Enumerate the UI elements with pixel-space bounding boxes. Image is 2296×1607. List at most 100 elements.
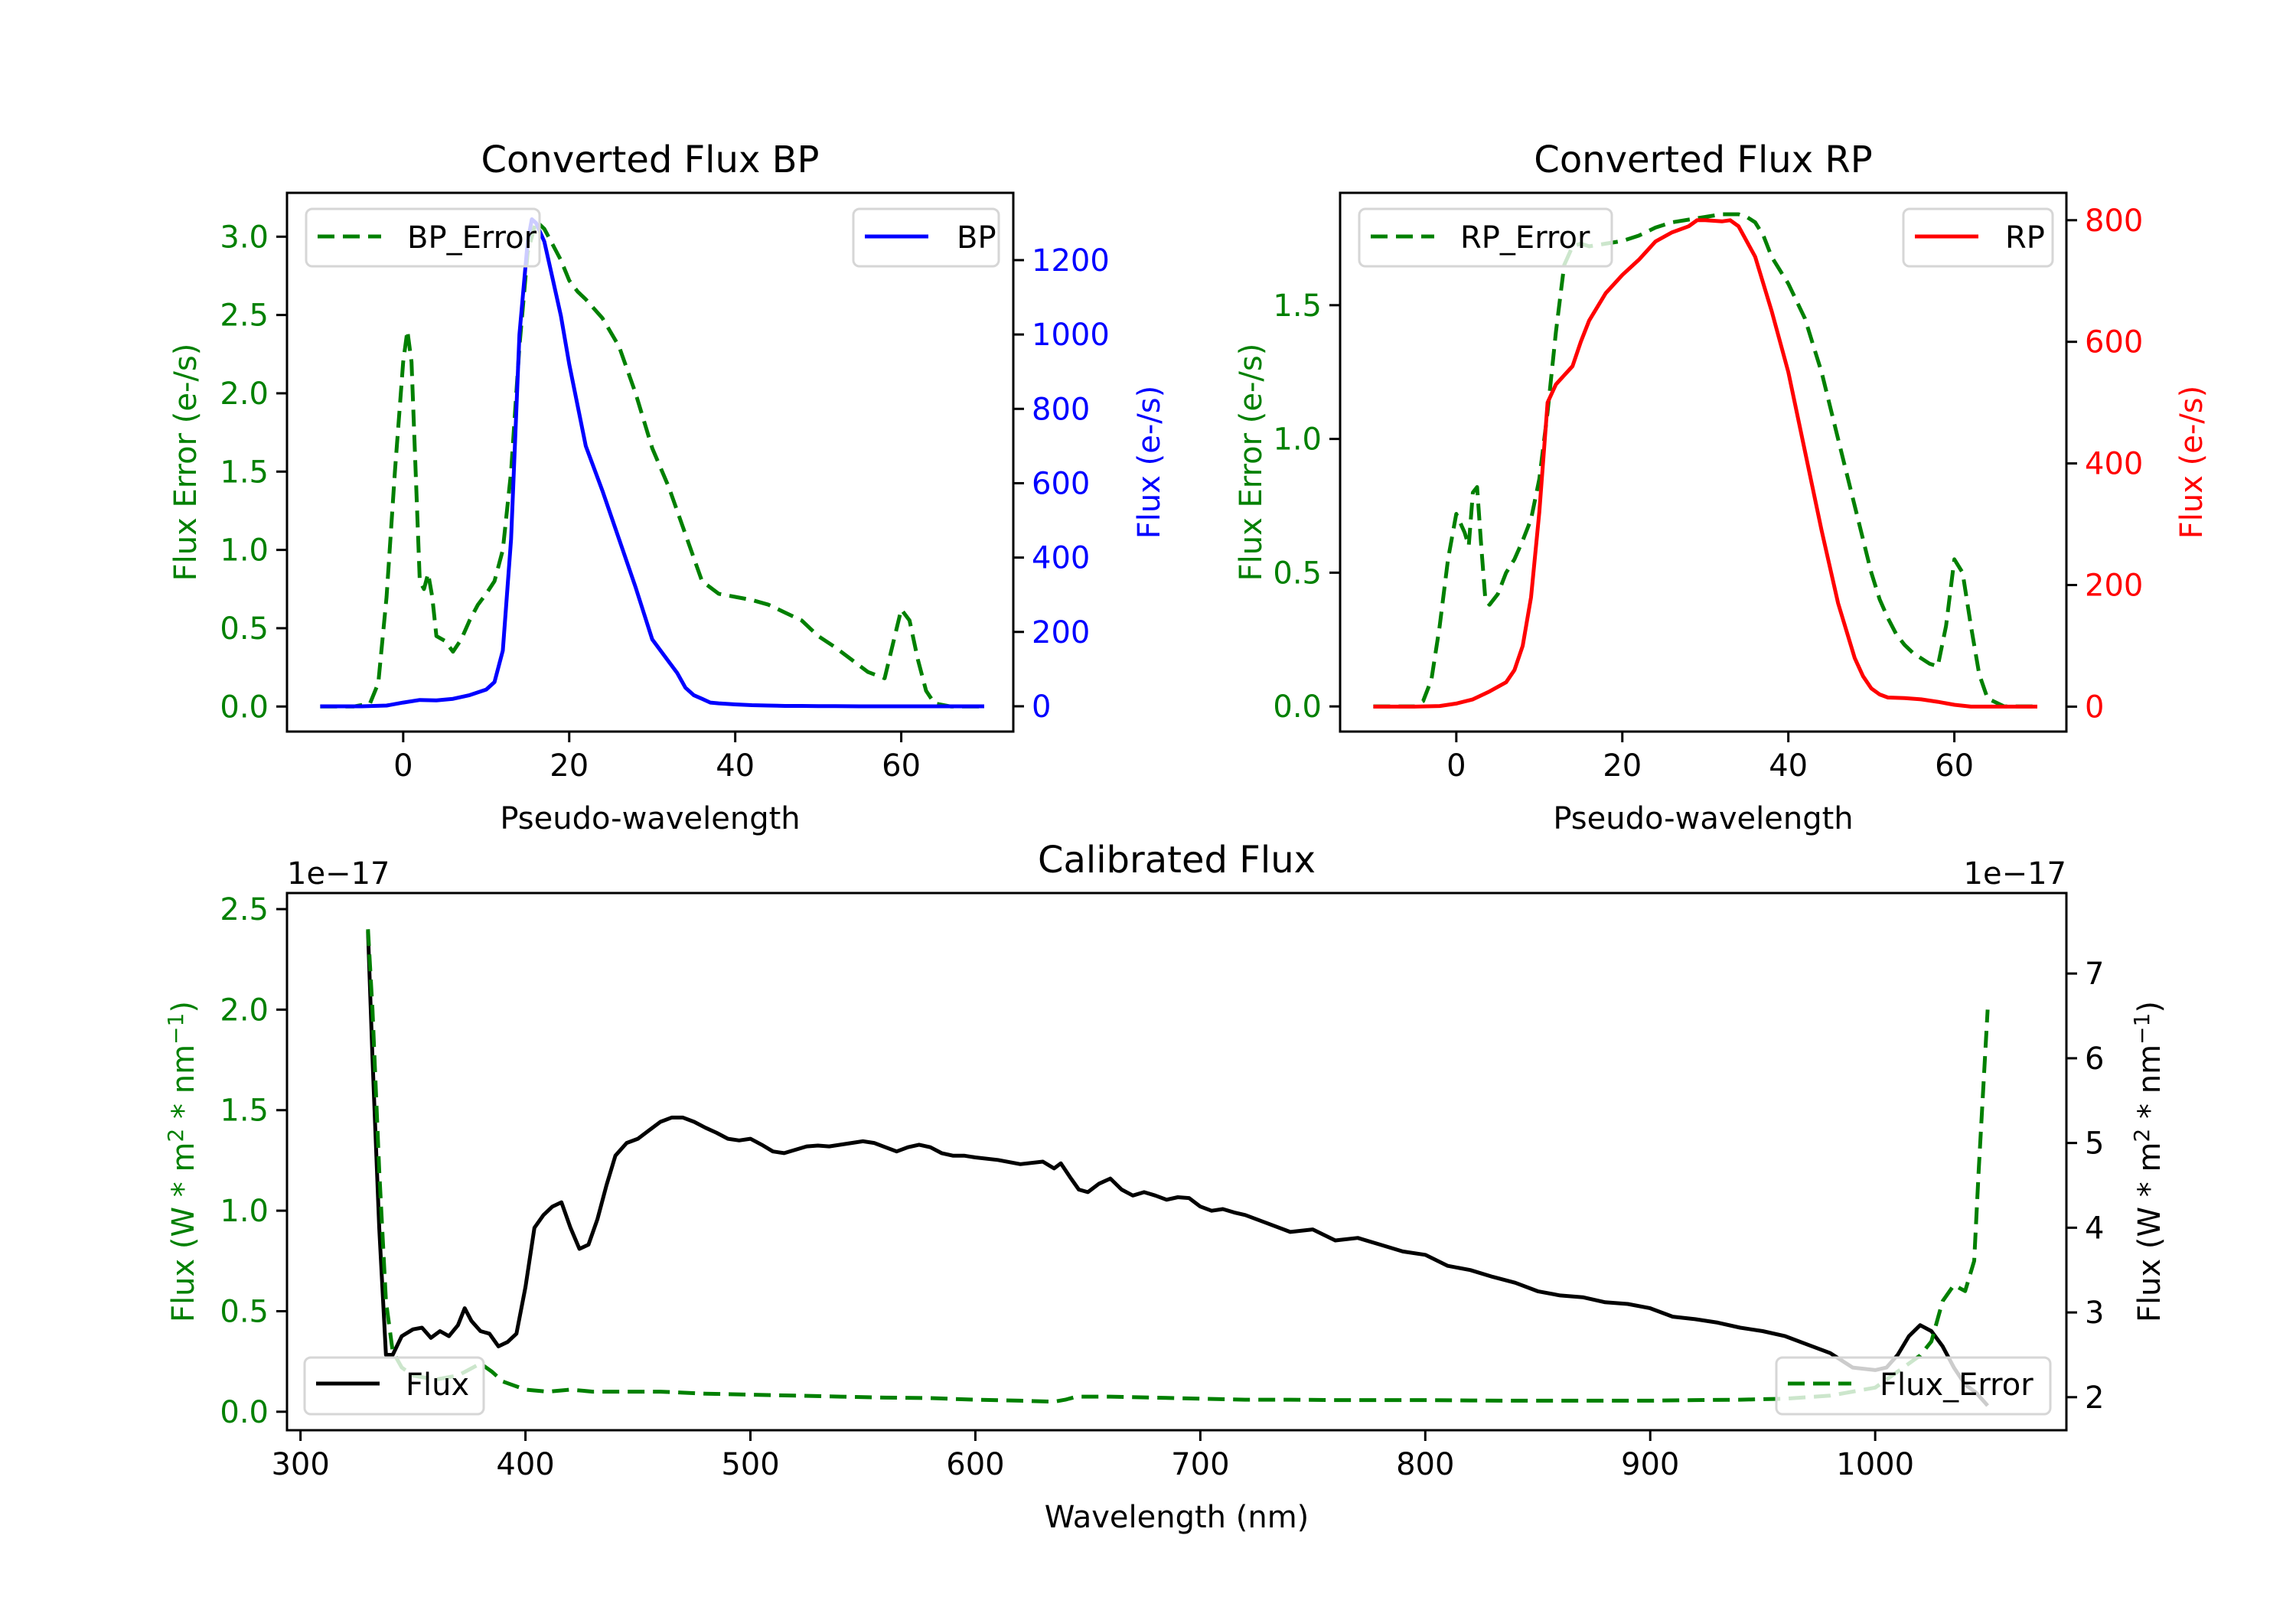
- panel-calibrated-flux: Calibrated Flux 300 400 500 600 700 800 900 100…: [163, 839, 2167, 1535]
- right-axis-ticks: 0 200 400 600 800 1000 1200: [1013, 243, 1110, 725]
- left-tick-label: 0.0: [220, 689, 269, 725]
- left-tick-label: 0.5: [220, 1294, 269, 1329]
- legend-box: [1775, 1356, 2052, 1416]
- legend-rp-error: RP_Error: [1358, 207, 1613, 268]
- legend-box: [305, 207, 541, 268]
- left-tick-label: 2.5: [220, 892, 269, 927]
- label-part: * nm: [2132, 1045, 2167, 1129]
- legend-flux: Flux: [303, 1356, 485, 1416]
- right-axis-ticks: 0 200 400 600 800: [2066, 204, 2143, 725]
- right-tick-label: 800: [2085, 204, 2143, 239]
- right-tick-label: 1000: [1032, 318, 1110, 353]
- left-tick-label: 2.0: [220, 376, 269, 412]
- x-tick-label: 0: [1446, 748, 1466, 784]
- plot-area: [320, 217, 984, 709]
- legend-rp: RP: [1902, 207, 2054, 268]
- x-axis-ticks: 0 20 40 60: [1446, 732, 1974, 784]
- right-axis-ticks: 2 3 4 5 6 7: [2066, 957, 2104, 1416]
- x-tick-label: 300: [271, 1447, 329, 1482]
- x-axis-ticks: 300 400 500 600 700 800 900 1000: [271, 1430, 1914, 1482]
- legend-label: Flux: [406, 1367, 469, 1403]
- x-axis-label: Pseudo-wavelength: [1553, 801, 1853, 836]
- left-axis-ticks: 0.0 0.5 1.0 1.5: [1273, 288, 1340, 725]
- left-tick-label: 2.5: [220, 298, 269, 334]
- series-line-rp: [1373, 218, 2037, 709]
- left-axis-ticks: 0.0 0.5 1.0 1.5 2.0 2.5 3.0: [220, 220, 287, 725]
- left-tick-label: 1.0: [1273, 422, 1322, 458]
- label-part: * nm: [166, 1045, 201, 1129]
- left-axis-label: Flux (W * m2 * nm−1): [163, 1001, 201, 1322]
- label-superscript: −1: [163, 1013, 188, 1045]
- left-tick-label: 3.0: [220, 220, 269, 255]
- right-tick-label: 800: [1032, 392, 1090, 427]
- x-tick-label: 400: [496, 1447, 554, 1482]
- left-axis-multiplier: 1e−17: [287, 856, 390, 892]
- label-part: ): [166, 1001, 201, 1013]
- legend-bp: BP: [852, 207, 1000, 268]
- label-part: ): [2132, 1001, 2167, 1013]
- right-tick-label: 200: [2085, 569, 2143, 604]
- legend-flux-error: Flux_Error: [1775, 1356, 2052, 1416]
- axes-frame: [1339, 191, 2068, 733]
- x-tick-label: 40: [1769, 748, 1808, 784]
- right-tick-label: 400: [2085, 447, 2143, 482]
- x-axis-label: Pseudo-wavelength: [500, 801, 800, 836]
- left-tick-label: 1.0: [220, 533, 269, 569]
- x-tick-label: 1000: [1836, 1447, 1914, 1482]
- chart-title: Converted Flux RP: [1534, 139, 1872, 181]
- x-axis-ticks: 0 20 40 60: [393, 732, 921, 784]
- legend-label: Flux_Error: [1880, 1367, 2033, 1403]
- right-tick-label: 7: [2085, 957, 2104, 992]
- legend-label: BP: [957, 220, 996, 256]
- x-tick-label: 60: [882, 748, 921, 784]
- right-tick-label: 400: [1032, 541, 1090, 576]
- left-tick-label: 1.0: [220, 1194, 269, 1229]
- right-axis-label: Flux (e-/s): [1132, 386, 1167, 539]
- right-tick-label: 1200: [1032, 243, 1110, 279]
- series-line-bp: [320, 217, 984, 709]
- right-tick-label: 0: [1032, 689, 1051, 725]
- x-tick-label: 20: [1603, 748, 1642, 784]
- x-tick-label: 700: [1171, 1447, 1229, 1482]
- left-tick-label: 1.5: [220, 455, 269, 490]
- right-tick-label: 2: [2085, 1380, 2104, 1416]
- x-tick-label: 800: [1396, 1447, 1454, 1482]
- left-tick-label: 0.5: [1273, 556, 1322, 591]
- x-tick-label: 40: [716, 748, 755, 784]
- left-tick-label: 0.0: [1273, 689, 1322, 725]
- label-part: Flux (W * m: [2132, 1143, 2167, 1322]
- x-axis-label: Wavelength (nm): [1045, 1500, 1309, 1535]
- x-tick-label: 60: [1935, 748, 1974, 784]
- legend-box: [1358, 207, 1613, 268]
- panel-converted-flux-bp: Converted Flux BP 0 20 40 60 0.0 0.5 1.0 1.5 2.…: [168, 139, 1167, 836]
- right-tick-label: 6: [2085, 1041, 2104, 1077]
- series-line-bp-error: [320, 219, 984, 709]
- label-part: Flux (W * m: [166, 1143, 201, 1322]
- axes-frame: [285, 892, 2068, 1432]
- legend-label: RP_Error: [1460, 220, 1590, 256]
- x-tick-label: 900: [1621, 1447, 1679, 1482]
- label-superscript: 2: [2129, 1129, 2154, 1143]
- left-tick-label: 0.0: [220, 1395, 269, 1430]
- chart-title: Calibrated Flux: [1038, 839, 1316, 882]
- left-axis-label: Flux Error (e-/s): [1234, 344, 1269, 582]
- right-tick-label: 5: [2085, 1126, 2104, 1162]
- right-tick-label: 600: [2085, 325, 2143, 360]
- left-tick-label: 1.5: [1273, 288, 1322, 324]
- x-tick-label: 500: [721, 1447, 779, 1482]
- left-tick-label: 1.5: [220, 1094, 269, 1129]
- series-line-rp-error: [1373, 212, 2037, 709]
- axes-frame: [285, 191, 1015, 733]
- x-tick-label: 600: [946, 1447, 1004, 1482]
- left-tick-label: 0.5: [220, 611, 269, 647]
- chart-title: Converted Flux BP: [481, 139, 820, 181]
- legend-bp-error: BP_Error: [305, 207, 541, 268]
- legend-label: RP: [2005, 220, 2045, 256]
- plot-area: [1373, 212, 2037, 709]
- legend-label: BP_Error: [407, 220, 537, 256]
- label-superscript: −1: [2129, 1013, 2154, 1045]
- right-tick-label: 0: [2085, 689, 2104, 725]
- right-tick-label: 600: [1032, 466, 1090, 501]
